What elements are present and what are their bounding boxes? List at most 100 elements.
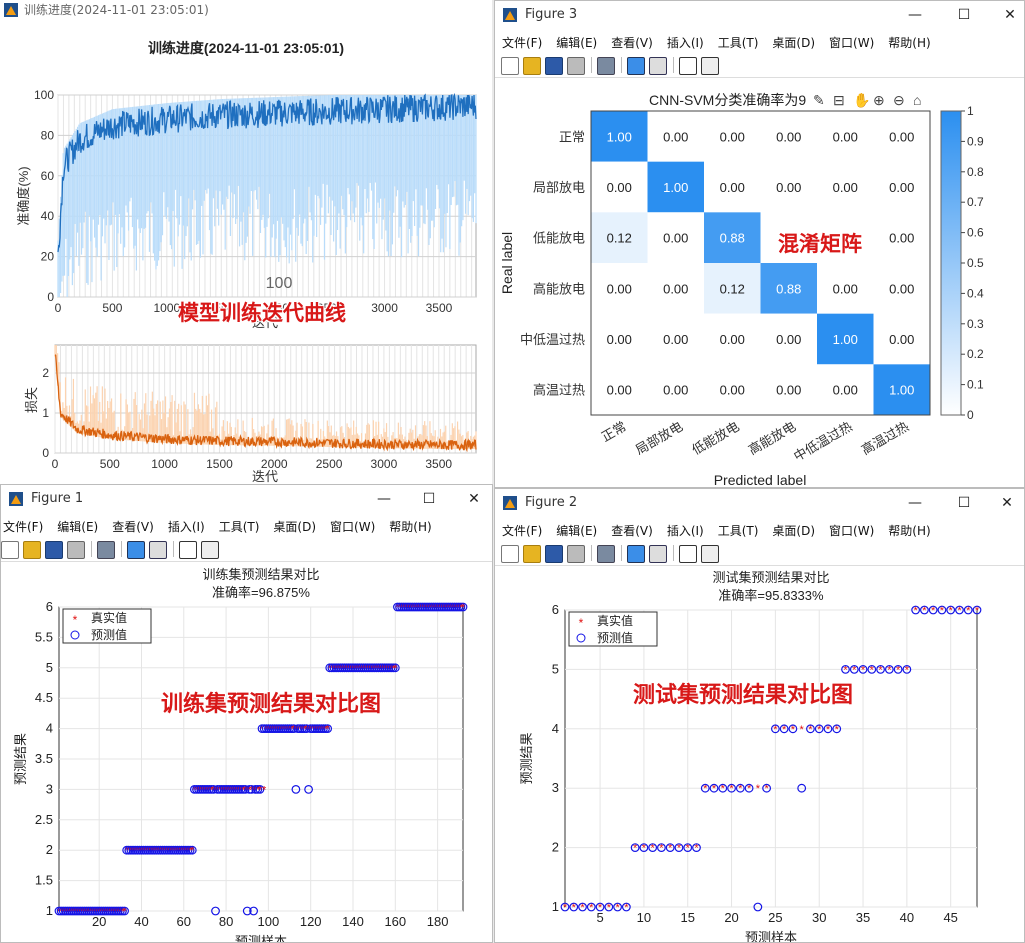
legend-icon[interactable] bbox=[149, 541, 167, 559]
open-folder-icon[interactable] bbox=[523, 57, 541, 75]
legend-pred-label: 预测值 bbox=[597, 630, 633, 645]
true-value-point: * bbox=[256, 784, 261, 796]
matlab-icon bbox=[503, 8, 517, 22]
menu-4[interactable]: 工具(T) bbox=[218, 520, 260, 534]
colorbar-icon[interactable] bbox=[627, 545, 645, 563]
new-file-icon[interactable] bbox=[1, 541, 19, 559]
loss-xtick: 1000 bbox=[151, 457, 178, 471]
close-button[interactable]: ✕ bbox=[1004, 7, 1016, 23]
predicted-value-point bbox=[247, 785, 256, 794]
property-inspector-icon[interactable] bbox=[201, 541, 219, 559]
maximize-button[interactable]: ☐ bbox=[957, 495, 971, 511]
colorbar-tick-label: 0.6 bbox=[967, 226, 984, 240]
cm-col-label: 正常 bbox=[599, 419, 629, 445]
colorbar-tick-label: 0.4 bbox=[967, 286, 984, 300]
menu-4[interactable]: 工具(T) bbox=[717, 36, 759, 50]
predicted-value-point bbox=[753, 902, 763, 912]
true-value-point: * bbox=[686, 843, 691, 855]
xtick: 100 bbox=[258, 914, 280, 929]
cm-plot-title: CNN-SVM分类准确率为9 bbox=[649, 92, 806, 108]
pointer-icon[interactable] bbox=[679, 545, 697, 563]
loss-xlabel: 迭代 bbox=[252, 469, 278, 484]
toolbar-separator bbox=[121, 541, 122, 557]
true-value-point: * bbox=[247, 784, 252, 796]
acc-xtick: 2500 bbox=[317, 301, 344, 315]
menu-1[interactable]: 编辑(E) bbox=[556, 524, 598, 538]
legend-icon[interactable] bbox=[649, 545, 667, 563]
save-icon[interactable] bbox=[545, 545, 563, 563]
menu-7[interactable]: 帮助(H) bbox=[888, 36, 931, 50]
print-icon[interactable] bbox=[567, 545, 585, 563]
menu-0[interactable]: 文件(F) bbox=[3, 520, 44, 534]
save-icon[interactable] bbox=[45, 541, 63, 559]
menu-5[interactable]: 桌面(D) bbox=[772, 524, 816, 538]
ytick: 6 bbox=[552, 602, 559, 617]
menu-6[interactable]: 窗口(W) bbox=[829, 524, 875, 538]
close-button[interactable]: ✕ bbox=[468, 491, 480, 507]
menu-4[interactable]: 工具(T) bbox=[717, 524, 759, 538]
print-preview-icon[interactable] bbox=[97, 541, 115, 559]
brush-icon[interactable]: ✎ bbox=[813, 92, 825, 108]
predicted-value-point bbox=[902, 664, 912, 674]
figure3-title: Figure 3 bbox=[525, 7, 578, 22]
home-icon[interactable]: ⌂ bbox=[913, 92, 921, 108]
menu-2[interactable]: 查看(V) bbox=[611, 36, 653, 50]
maximize-button[interactable]: ☐ bbox=[422, 491, 436, 507]
cm-cell bbox=[873, 313, 930, 365]
menu-3[interactable]: 插入(I) bbox=[666, 524, 704, 538]
menu-3[interactable]: 插入(I) bbox=[666, 36, 704, 50]
zoom-out-icon[interactable]: ⊖ bbox=[893, 92, 905, 108]
menu-5[interactable]: 桌面(D) bbox=[772, 36, 816, 50]
xtick: 35 bbox=[856, 910, 870, 925]
legend-icon[interactable] bbox=[649, 57, 667, 75]
cm-cell-value: 0.88 bbox=[776, 281, 801, 296]
true-value-point: * bbox=[913, 605, 918, 617]
true-value-point: * bbox=[721, 783, 726, 795]
minimize-button[interactable]: — bbox=[908, 495, 922, 511]
print-preview-icon[interactable] bbox=[597, 57, 615, 75]
true-value-point: * bbox=[290, 724, 295, 736]
true-value-point: * bbox=[633, 843, 638, 855]
pan-icon[interactable]: ✋ bbox=[853, 92, 870, 108]
open-folder-icon[interactable] bbox=[523, 545, 541, 563]
true-value-point: * bbox=[887, 664, 892, 676]
minimize-button[interactable]: — bbox=[377, 491, 391, 507]
menu-0[interactable]: 文件(F) bbox=[502, 524, 543, 538]
print-preview-icon[interactable] bbox=[597, 545, 615, 563]
open-folder-icon[interactable] bbox=[23, 541, 41, 559]
close-button[interactable]: ✕ bbox=[1001, 495, 1013, 511]
new-file-icon[interactable] bbox=[501, 545, 519, 563]
predicted-value-point bbox=[304, 785, 313, 794]
predicted-value-point bbox=[911, 605, 921, 615]
ytick: 3 bbox=[552, 780, 559, 795]
property-inspector-icon[interactable] bbox=[701, 545, 719, 563]
maximize-button[interactable]: ☐ bbox=[957, 7, 971, 23]
save-icon[interactable] bbox=[545, 57, 563, 75]
new-file-icon[interactable] bbox=[501, 57, 519, 75]
menu-7[interactable]: 帮助(H) bbox=[389, 520, 432, 534]
minimize-button[interactable]: — bbox=[908, 7, 922, 23]
property-inspector-icon[interactable] bbox=[701, 57, 719, 75]
cm-xlabel: Predicted label bbox=[714, 472, 807, 488]
colorbar-icon[interactable] bbox=[127, 541, 145, 559]
pointer-icon[interactable] bbox=[679, 57, 697, 75]
pointer-icon[interactable] bbox=[179, 541, 197, 559]
print-icon[interactable] bbox=[67, 541, 85, 559]
datatip-icon[interactable]: ⊟ bbox=[833, 92, 845, 108]
menu-2[interactable]: 查看(V) bbox=[112, 520, 154, 534]
menu-6[interactable]: 窗口(W) bbox=[829, 36, 875, 50]
menu-6[interactable]: 窗口(W) bbox=[330, 520, 376, 534]
true-value-point: * bbox=[791, 724, 796, 736]
menu-3[interactable]: 插入(I) bbox=[167, 520, 205, 534]
print-icon[interactable] bbox=[567, 57, 585, 75]
menu-2[interactable]: 查看(V) bbox=[611, 524, 653, 538]
menu-1[interactable]: 编辑(E) bbox=[556, 36, 598, 50]
figure2-title: Figure 2 bbox=[525, 495, 578, 510]
zoom-in-icon[interactable]: ⊕ bbox=[873, 92, 885, 108]
menu-1[interactable]: 编辑(E) bbox=[57, 520, 99, 534]
colorbar-icon[interactable] bbox=[627, 57, 645, 75]
menu-7[interactable]: 帮助(H) bbox=[888, 524, 931, 538]
menu-0[interactable]: 文件(F) bbox=[502, 36, 543, 50]
loss-xtick: 0 bbox=[52, 457, 59, 471]
menu-5[interactable]: 桌面(D) bbox=[273, 520, 317, 534]
